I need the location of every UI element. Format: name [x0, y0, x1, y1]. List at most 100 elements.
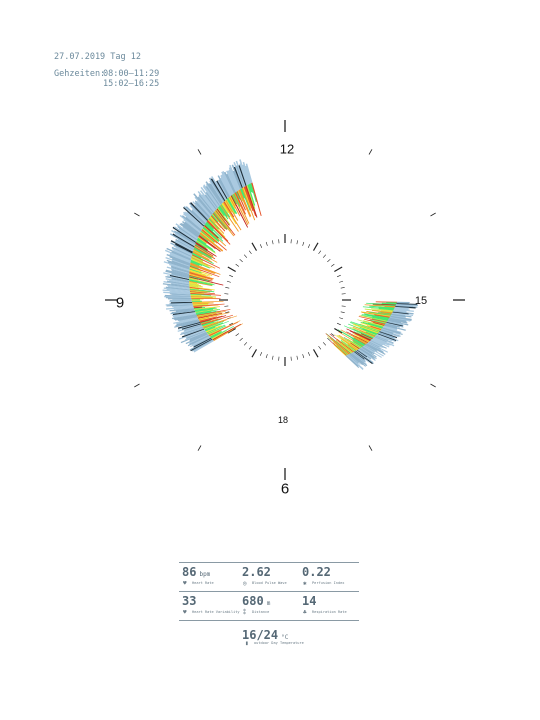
spiral-bar-heat: [196, 309, 231, 316]
spiral-bar-heat: [191, 256, 204, 263]
spiral-bar-heat: [190, 294, 202, 296]
spiral-bar-heat: [194, 307, 217, 312]
spiral-bar-outer: [189, 338, 212, 351]
spiral-bar-outer: [171, 229, 196, 246]
clock-tick: [336, 322, 341, 326]
spiral-bar-heat: [209, 216, 216, 224]
spiral-bar-heat: [190, 263, 216, 274]
spiral-bar-outer: [361, 347, 377, 358]
spiral-bar-heat: [200, 319, 211, 324]
spiral-bar-heat: [197, 236, 208, 244]
spiral-bar-heat: [197, 312, 223, 319]
spiral-bar-outer: [365, 344, 377, 351]
clock-tick: [225, 311, 230, 313]
spiral-bar-heat: [189, 280, 213, 287]
spiral-bar-outer: [221, 174, 233, 196]
spiral-bar-outer: [165, 303, 193, 306]
spiral-bar-heat: [333, 342, 348, 356]
spiral-bar-heat: [336, 335, 359, 350]
walk-time-1: 08:00–11:29: [103, 69, 160, 79]
spiral-bar-heat: [241, 187, 256, 221]
spiral-bar-heat: [236, 191, 246, 211]
spiral-bar-outer: [358, 348, 376, 360]
spiral-bar-heat: [189, 269, 211, 277]
spiral-bar-heat: [329, 333, 354, 353]
spiral-bar-heat: [202, 227, 220, 242]
spiral-bar-outer: [181, 323, 202, 330]
spiral-bar-outer: [171, 269, 190, 276]
spiral-bar-outer: [171, 268, 190, 275]
spiral-bar-heat: [197, 311, 226, 318]
spiral-bar-heat: [198, 317, 209, 321]
spiral-bar-outer: [384, 324, 406, 331]
spiral-bar-outer: [359, 348, 375, 359]
stat-perfusion-index: 0.22 ✱ Perfusion Index: [299, 563, 359, 591]
spiral-bar-outer: [231, 164, 243, 189]
spiral-bar-outer: [211, 176, 227, 201]
spiral-bar-heat: [347, 344, 357, 351]
spiral-bar-heat: [223, 201, 235, 218]
spiral-bar-heat: [189, 268, 202, 274]
spiral-bar-outer: [171, 283, 190, 287]
clock-tick: [340, 287, 345, 289]
spiral-bar-heat: [220, 204, 231, 218]
spiral-bar-heat: [201, 318, 222, 326]
clock-tick: [327, 337, 331, 342]
hrv-caption: Heart Rate Variability: [192, 610, 240, 614]
spiral-bar-outer: [200, 186, 218, 210]
spiral-bar-heat: [190, 258, 212, 269]
spiral-bar-heat: [190, 261, 200, 266]
spiral-bar-outer: [371, 338, 390, 348]
spiral-bar-outer: [174, 226, 197, 242]
spiral-bar-outer: [174, 320, 200, 328]
spiral-bar-heat: [340, 329, 367, 345]
spiral-bar-outer: [356, 350, 374, 363]
spiral-bar-heat: [234, 192, 246, 215]
spiral-bar-outer: [177, 321, 201, 329]
clock-tick: [239, 337, 243, 342]
bpw-caption: Blood Pulse Wave: [252, 581, 287, 585]
spiral-bar-heat: [327, 336, 349, 355]
clock-tick: [243, 254, 248, 258]
spiral-bar-outer: [178, 329, 205, 340]
spiral-bar-heat: [202, 321, 219, 327]
spiral-bar-outer: [363, 345, 375, 353]
spiral-bar-outer: [380, 330, 400, 338]
spiral-bar-outer: [362, 346, 375, 355]
spiral-bar-heat: [338, 334, 360, 349]
spiral-bar-heat: [191, 299, 201, 301]
spiral-bar-heat: [215, 209, 226, 222]
clock-tick: [330, 263, 335, 267]
heart-rate-value: 86: [182, 565, 197, 579]
spiral-bar-outer: [391, 313, 412, 318]
clock-tick: [229, 274, 234, 278]
spiral-bar-outer: [369, 340, 384, 349]
spiral-bar-outer: [184, 211, 204, 229]
spiral-bar-outer: [346, 354, 364, 371]
hrv-value: 33: [182, 594, 197, 608]
spiral-bar-outer: [169, 279, 190, 285]
temperature-caption: outdoor Day Temperature: [254, 641, 304, 645]
spiral-bar-heat: [337, 335, 359, 350]
spiral-bar-heat: [193, 249, 203, 256]
spiral-bar-outer: [349, 353, 363, 366]
clock-tick: [251, 349, 258, 358]
spiral-bar-heat: [195, 308, 214, 313]
spiral-bar-heat: [192, 302, 214, 305]
spiral-bar-outer: [210, 178, 226, 202]
spiral-bar-heat: [195, 241, 208, 251]
spiral-bar-outer: [190, 338, 213, 352]
spiral-bar-heat: [194, 307, 216, 311]
spiral-bar-heat: [212, 332, 224, 340]
clock-tick: [272, 355, 274, 360]
spiral-bar-heat: [325, 333, 352, 354]
spiral-bar-heat: [196, 311, 221, 317]
spiral-bar-outer: [167, 261, 190, 270]
spiral-bar-heat: [225, 199, 239, 221]
spiral-bar-outer: [193, 339, 214, 352]
spiral-bar-outer: [167, 275, 190, 281]
spiral-bar-outer: [215, 181, 228, 200]
spiral-bar-outer: [205, 183, 222, 206]
spiral-bar-outer: [171, 251, 192, 261]
spiral-bar-outer: [165, 306, 194, 310]
